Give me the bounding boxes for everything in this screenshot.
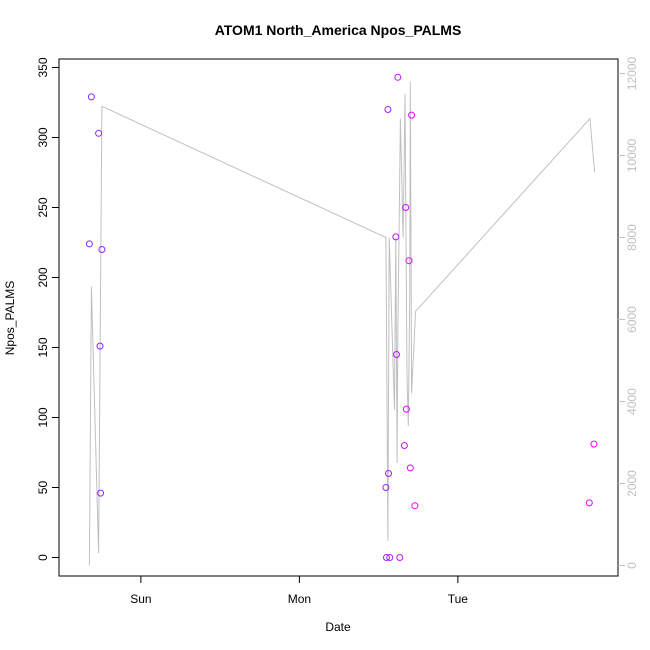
data-point — [590, 440, 598, 448]
y-tick-label: 200 — [36, 267, 50, 287]
data-point — [394, 73, 402, 81]
x-tick-label: Mon — [288, 592, 311, 606]
data-point — [95, 129, 103, 137]
data-point — [396, 554, 404, 561]
y2-tick-label: 6000 — [625, 306, 639, 333]
y-tick-label: 0 — [36, 554, 50, 561]
y-axis-label: Npos_PALMS — [3, 281, 17, 355]
y-tick-label: 250 — [36, 197, 50, 217]
data-point — [402, 405, 410, 413]
data-point — [97, 489, 105, 497]
y2-axis: 0 2000 4000 6000 8000 10000 12000 — [618, 56, 639, 569]
data-point — [98, 246, 106, 253]
y-tick-label: 150 — [36, 337, 50, 357]
data-point — [405, 257, 413, 265]
plot-frame — [58, 58, 619, 577]
y-axis: 0 50 100 150 200 250 300 350 — [36, 57, 59, 561]
y-tick-label: 350 — [36, 57, 50, 77]
data-point — [411, 502, 419, 510]
y2-tick-label: 10000 — [625, 138, 639, 172]
data-point — [585, 499, 593, 507]
data-point — [385, 470, 392, 477]
x-tick-label: Tue — [448, 592, 469, 606]
data-point — [408, 111, 416, 119]
data-point — [87, 93, 95, 101]
y2-tick-label: 0 — [625, 562, 639, 569]
y-tick-label: 100 — [36, 407, 50, 427]
y-tick-label: 300 — [36, 127, 50, 147]
data-point — [402, 204, 410, 211]
data-point — [406, 464, 414, 472]
line-series — [88, 81, 596, 566]
x-axis: Sun Mon Tue — [130, 576, 468, 606]
x-tick-label: Sun — [130, 592, 151, 606]
y2-tick-label: 4000 — [625, 388, 639, 415]
y2-tick-label: 8000 — [625, 224, 639, 251]
data-point — [85, 240, 93, 248]
data-point — [392, 233, 400, 241]
data-point — [383, 554, 390, 561]
series-line — [88, 81, 596, 566]
y-tick-label: 50 — [36, 481, 50, 495]
x-axis-label: Date — [325, 620, 351, 634]
data-point — [96, 342, 104, 350]
y2-tick-label: 2000 — [625, 470, 639, 497]
data-point — [393, 351, 400, 358]
data-point — [382, 484, 390, 491]
y2-tick-label: 12000 — [625, 56, 639, 90]
data-point — [386, 554, 394, 561]
data-point — [400, 442, 408, 449]
data-point — [384, 106, 392, 113]
scatter-points — [85, 73, 598, 561]
chart-title: ATOM1 North_America Npos_PALMS — [215, 22, 462, 38]
